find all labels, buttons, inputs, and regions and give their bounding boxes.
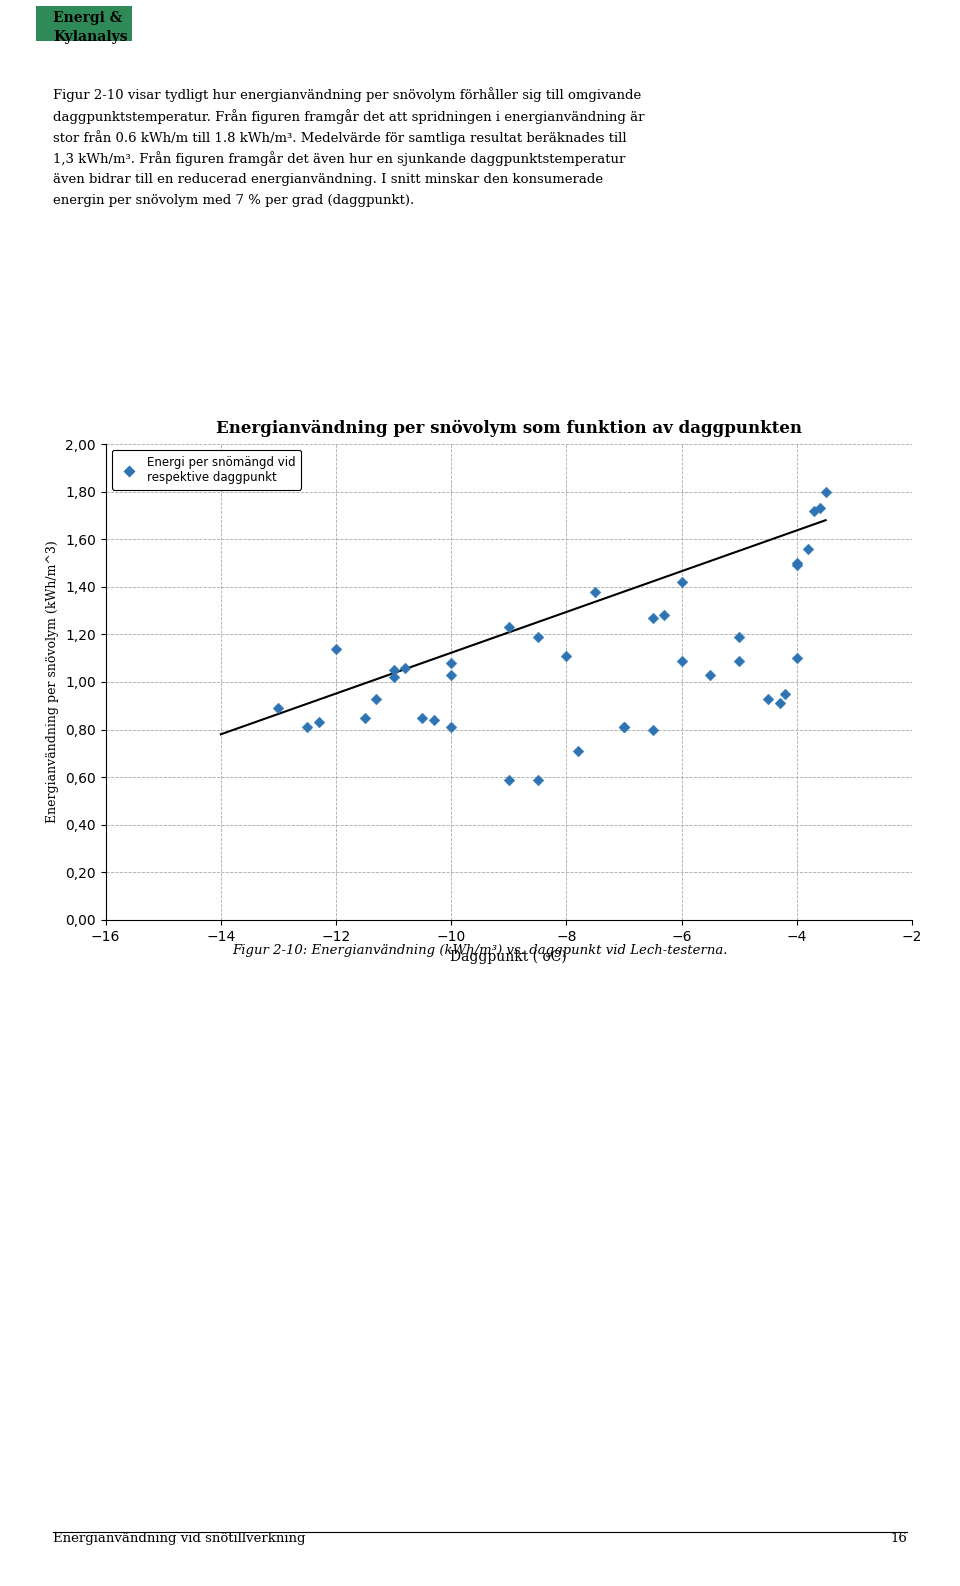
- Point: [426, 707, 442, 733]
- Point: [674, 569, 689, 595]
- Text: 16: 16: [890, 1532, 907, 1545]
- Point: [311, 711, 326, 736]
- Point: [616, 714, 632, 739]
- Point: [801, 536, 816, 561]
- Text: Kylanalys: Kylanalys: [53, 30, 128, 44]
- Point: [645, 717, 660, 742]
- Point: [386, 657, 401, 682]
- Point: [818, 479, 833, 504]
- Point: [645, 606, 660, 631]
- Point: [657, 603, 672, 628]
- Point: [397, 655, 413, 680]
- Point: [501, 768, 516, 793]
- Text: även bidrar till en reducerad energianvändning. I snitt minskar den konsumerade: även bidrar till en reducerad energianvä…: [53, 173, 603, 186]
- Point: [616, 714, 632, 739]
- Point: [789, 646, 804, 671]
- Point: [588, 579, 603, 604]
- Point: [328, 636, 344, 661]
- Point: [732, 625, 747, 650]
- Point: [559, 644, 574, 669]
- Text: daggpunktstemperatur. Från figuren framgår det att spridningen i energianvändnin: daggpunktstemperatur. Från figuren framg…: [53, 108, 644, 124]
- Legend: Energi per snömängd vid
respektive daggpunkt: Energi per snömängd vid respektive daggp…: [111, 450, 301, 490]
- Point: [444, 714, 459, 739]
- X-axis label: Daggpunkt ( oC): Daggpunkt ( oC): [450, 948, 567, 964]
- Point: [530, 625, 545, 650]
- Point: [703, 663, 718, 688]
- Point: [300, 714, 315, 739]
- Point: [732, 649, 747, 674]
- Point: [812, 496, 828, 522]
- Point: [674, 649, 689, 674]
- Point: [772, 691, 787, 717]
- Point: [530, 768, 545, 793]
- Text: Figur 2-10 visar tydligt hur energianvändning per snövolym förhåller sig till om: Figur 2-10 visar tydligt hur energianvän…: [53, 87, 641, 102]
- Point: [386, 665, 401, 690]
- Point: [501, 615, 516, 641]
- Title: Energianvändning per snövolym som funktion av daggpunkten: Energianvändning per snövolym som funkti…: [216, 420, 802, 438]
- Point: [760, 685, 776, 711]
- Point: [357, 704, 372, 730]
- Point: [444, 650, 459, 676]
- Point: [570, 739, 586, 764]
- Point: [444, 663, 459, 688]
- Y-axis label: Energianvändning per snövolym (kWh/m^3): Energianvändning per snövolym (kWh/m^3): [46, 541, 60, 823]
- Point: [271, 696, 286, 722]
- Text: Energi &: Energi &: [53, 11, 122, 25]
- Point: [789, 550, 804, 576]
- Text: energin per snövolym med 7 % per grad (daggpunkt).: energin per snövolym med 7 % per grad (d…: [53, 195, 414, 208]
- Text: stor från 0.6 kWh/m till 1.8 kWh/m³. Medelvärde för samtliga resultat beräknades: stor från 0.6 kWh/m till 1.8 kWh/m³. Med…: [53, 130, 627, 144]
- Text: Energianvändning vid snötillverkning: Energianvändning vid snötillverkning: [53, 1532, 305, 1545]
- Point: [789, 554, 804, 579]
- Point: [778, 682, 793, 707]
- Text: Figur 2-10: Energianvändning (kWh/m³) vs. daggpunkt vid Lech-testerna.: Figur 2-10: Energianvändning (kWh/m³) vs…: [232, 944, 728, 956]
- Point: [415, 704, 430, 730]
- Point: [369, 685, 384, 711]
- Text: 1,3 kWh/m³. Från figuren framgår det även hur en sjunkande daggpunktstemperatur: 1,3 kWh/m³. Från figuren framgår det äve…: [53, 152, 625, 167]
- Point: [806, 498, 822, 523]
